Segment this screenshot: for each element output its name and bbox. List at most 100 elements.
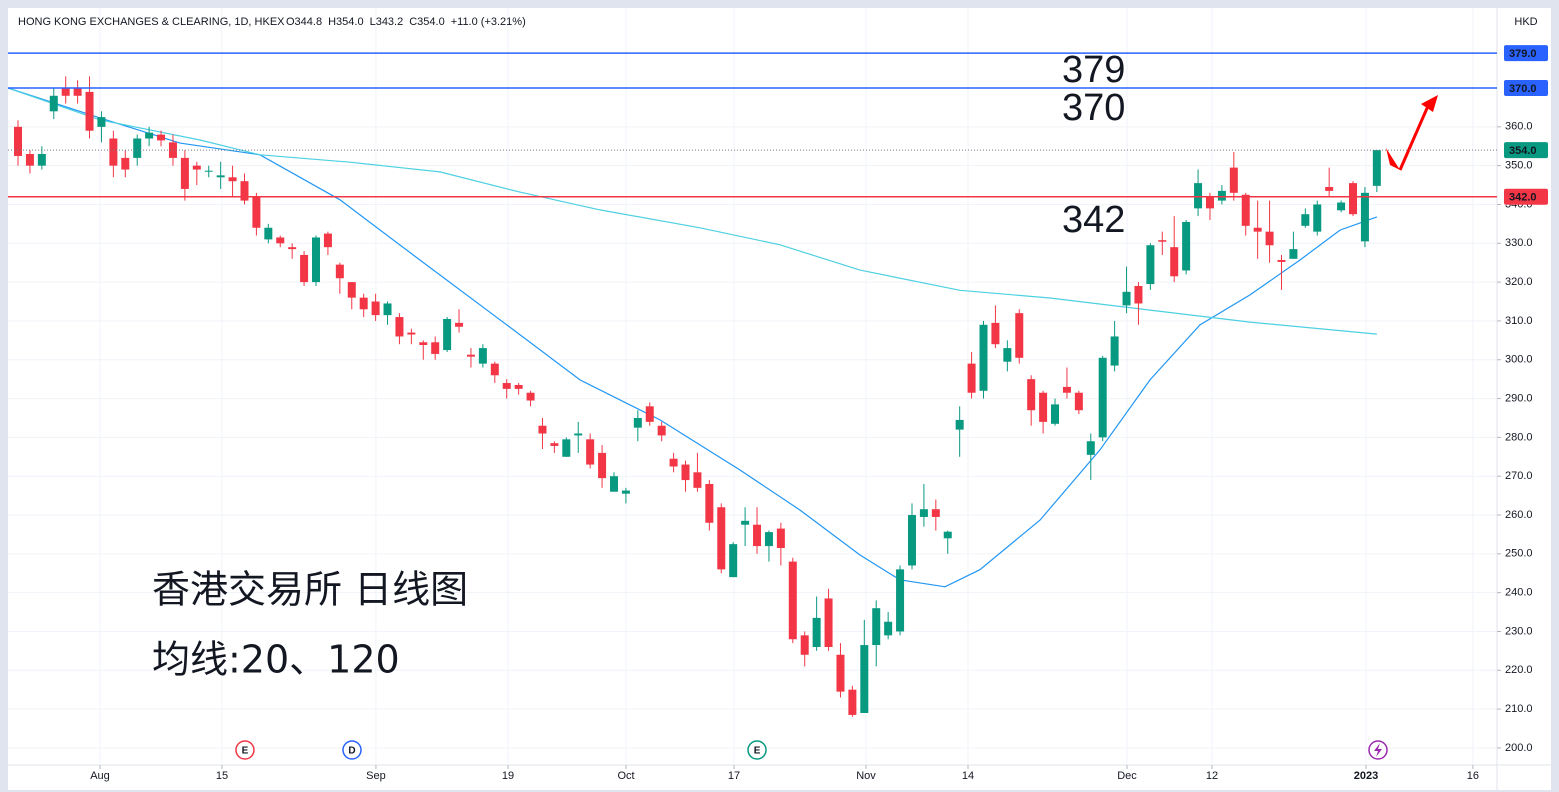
y-tick-label: 240.0	[1505, 587, 1533, 599]
y-tick-label: 330.0	[1505, 237, 1533, 249]
candle-body	[812, 617, 821, 647]
x-tick-label: 16	[1467, 770, 1479, 782]
y-tick-label: 270.0	[1505, 470, 1533, 482]
candle-body	[1253, 227, 1262, 232]
x-tick-label: Dec	[1117, 770, 1137, 782]
candle-body	[788, 561, 797, 640]
candle-body	[1086, 441, 1095, 455]
candle-body	[61, 88, 70, 96]
candle-body	[776, 528, 785, 549]
candle-body	[598, 452, 607, 479]
candle-body	[335, 264, 344, 279]
candle-body	[705, 483, 714, 523]
price-badge-label: 379.0	[1509, 48, 1537, 60]
y-tick-label: 250.0	[1505, 548, 1533, 560]
event-marker[interactable]	[235, 740, 255, 760]
candle-body	[848, 689, 857, 715]
candle-body	[991, 322, 1000, 345]
candle-body	[490, 363, 499, 376]
candle-body	[586, 439, 595, 465]
legend-item: O344.8	[286, 16, 322, 28]
candle-body	[538, 425, 547, 434]
note: 香港交易所 日线图	[152, 568, 468, 612]
event-marker[interactable]	[747, 740, 767, 760]
x-tick-label: 19	[502, 770, 514, 782]
y-tick-label: 300.0	[1505, 354, 1533, 366]
annotation: 342	[1062, 199, 1125, 241]
candle-body	[133, 138, 142, 158]
candle-body	[109, 138, 118, 166]
x-tick-label: Nov	[856, 770, 876, 782]
candle-body	[312, 237, 321, 283]
candle-body	[1074, 392, 1083, 411]
candle-body	[836, 654, 845, 692]
candle-body	[1337, 202, 1346, 211]
candle-body	[276, 237, 285, 244]
candle-body	[121, 157, 130, 170]
candle-body	[884, 621, 893, 636]
y-tick-label: 280.0	[1505, 431, 1533, 443]
candle-body	[431, 342, 440, 354]
candle-body	[157, 134, 166, 141]
event-label: E	[242, 746, 249, 757]
x-tick-label: 15	[216, 770, 228, 782]
price-badge-label: 354.0	[1509, 145, 1537, 157]
candle-body	[1277, 259, 1286, 262]
candle-body	[860, 645, 869, 713]
candle-body	[25, 154, 34, 166]
event-label: E	[754, 746, 761, 757]
candle-body	[657, 425, 666, 436]
x-tick-label: 17	[728, 770, 740, 782]
candle-body	[478, 348, 487, 364]
candle-body	[14, 126, 23, 156]
candle-body	[574, 433, 583, 436]
candle-body	[526, 392, 535, 401]
y-tick-label: 320.0	[1505, 276, 1533, 288]
candle-body	[73, 88, 82, 96]
candle-body	[359, 297, 368, 310]
y-tick-label: 260.0	[1505, 509, 1533, 521]
note: 均线:20、120	[152, 638, 400, 682]
arrow	[1398, 105, 1430, 171]
legend-item: L343.2	[370, 16, 404, 28]
event-marker[interactable]	[342, 740, 362, 760]
candle-body	[967, 363, 976, 393]
candle-body	[502, 383, 511, 389]
candle-body	[693, 472, 702, 488]
y-tick-label: 200.0	[1505, 742, 1533, 754]
candle-body	[955, 419, 964, 430]
y-tick-label: 290.0	[1505, 392, 1533, 404]
candle-body	[395, 317, 404, 337]
price-badge-label: 342.0	[1509, 192, 1537, 204]
x-tick-label: 14	[962, 770, 974, 782]
candle-body	[419, 342, 428, 345]
candle-body	[1217, 190, 1226, 201]
candle-body	[550, 443, 559, 446]
candle-body	[1062, 386, 1071, 393]
candle-body	[1205, 195, 1214, 209]
annotation: 379	[1062, 49, 1125, 91]
chart-title: HONG KONG EXCHANGES & CLEARING, 1D, HKEX	[18, 16, 285, 28]
legend-item: C354.0	[409, 16, 444, 28]
y-tick-label: 360.0	[1505, 121, 1533, 133]
currency: HKD	[1514, 16, 1537, 28]
candle-body	[669, 458, 678, 467]
plot	[7, 76, 1381, 717]
candle-body	[919, 509, 928, 517]
candle-body	[1182, 221, 1191, 271]
candle-body	[443, 318, 452, 351]
x-tick-label: Aug	[90, 770, 110, 782]
moving-average	[7, 87, 1378, 588]
candle-body	[145, 132, 154, 139]
candle-body	[1122, 291, 1131, 306]
ohlc-legend: O344.8 H354.0 L343.2 C354.0 +11.0 (+3.21%)	[286, 16, 526, 28]
candle-body	[1194, 183, 1203, 209]
candle-body	[228, 177, 237, 182]
annotation: 370	[1062, 87, 1125, 129]
candle-body	[1134, 285, 1143, 304]
candle-body	[562, 439, 571, 457]
candle-body	[455, 322, 464, 327]
x-tick-label: Sep	[366, 770, 386, 782]
candle-body	[85, 91, 94, 131]
